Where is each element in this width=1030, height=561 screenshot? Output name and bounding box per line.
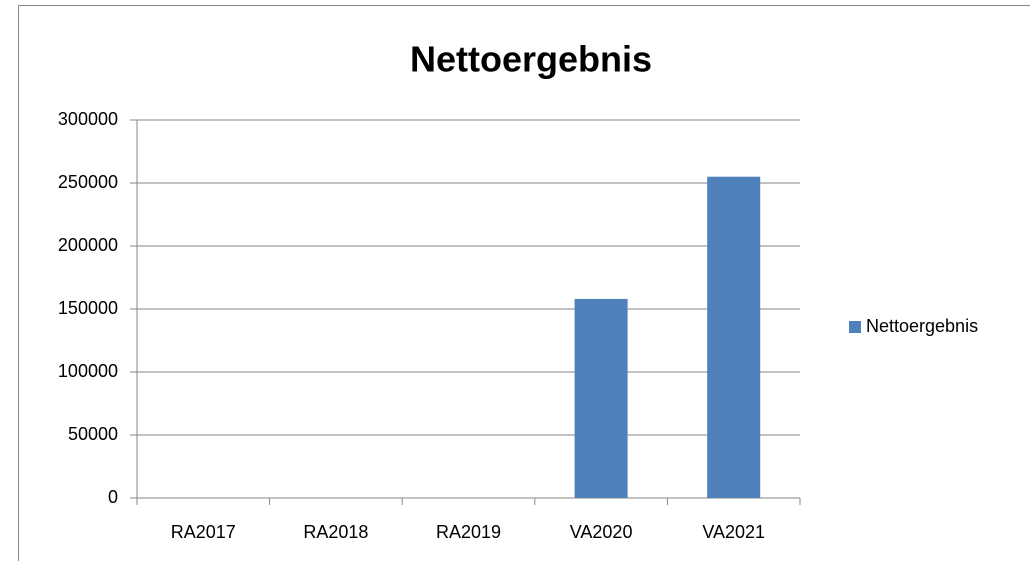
chart-title: Nettoergebnis xyxy=(410,39,652,80)
x-tick-label: VA2020 xyxy=(570,522,633,542)
y-tick-label: 50000 xyxy=(68,424,118,444)
y-tick-label: 100000 xyxy=(58,361,118,381)
bar xyxy=(707,176,761,498)
x-tick-label: RA2017 xyxy=(171,522,236,542)
y-tick-label: 250000 xyxy=(58,172,118,192)
legend-label: Nettoergebnis xyxy=(866,316,978,336)
bar xyxy=(574,298,628,498)
y-tick-label: 200000 xyxy=(58,235,118,255)
chart-border xyxy=(18,5,1030,561)
legend-swatch xyxy=(849,321,861,333)
x-tick-label: VA2021 xyxy=(702,522,765,542)
x-tick-label: RA2018 xyxy=(303,522,368,542)
y-tick-label: 150000 xyxy=(58,298,118,318)
y-tick-label: 300000 xyxy=(58,109,118,129)
y-tick-label: 0 xyxy=(108,487,118,507)
x-tick-label: RA2019 xyxy=(436,522,501,542)
